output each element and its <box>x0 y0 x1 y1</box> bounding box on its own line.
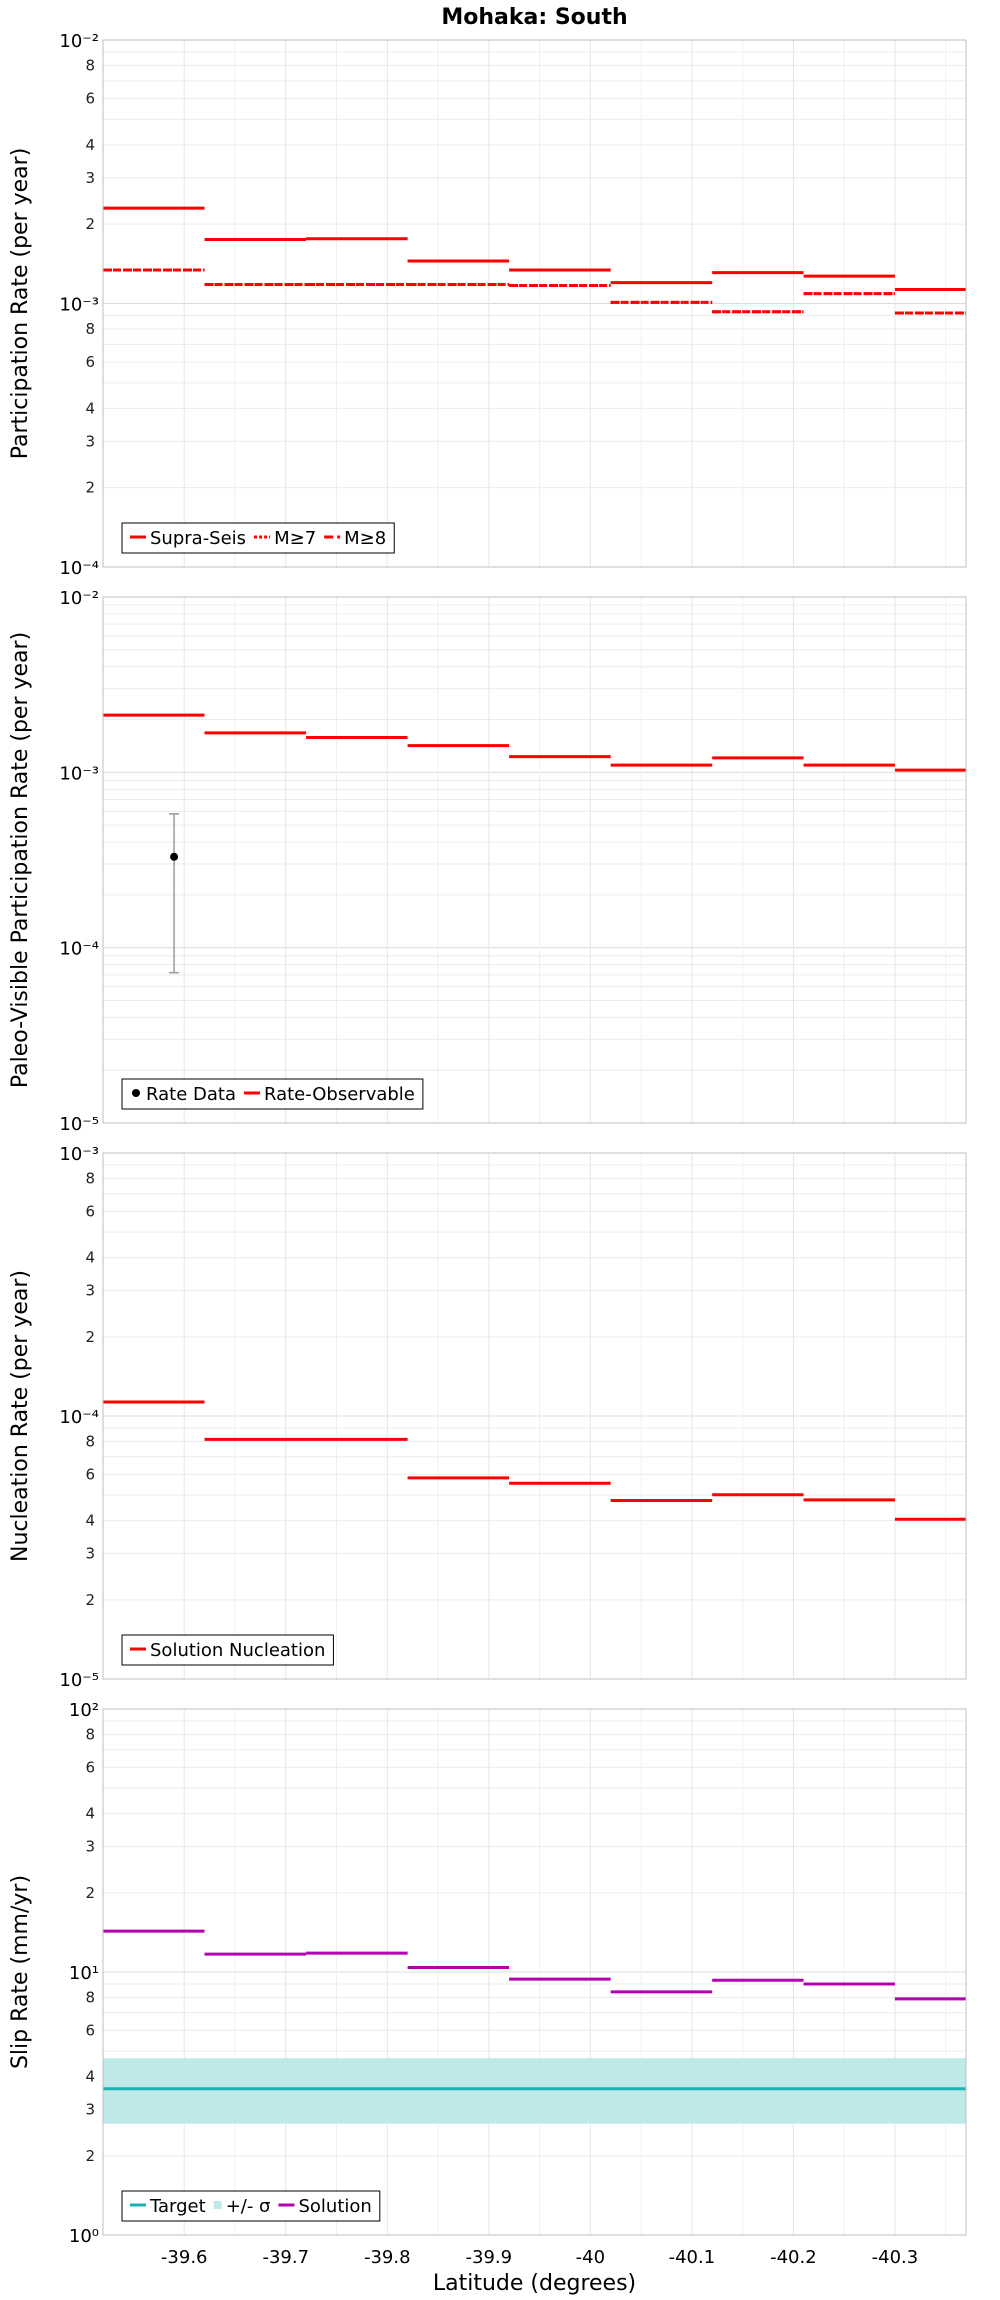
plot-frame <box>102 1152 967 1680</box>
x-axis-label: Latitude (degrees) <box>433 2271 636 2296</box>
y-tick-label: 10⁻³ <box>59 763 99 784</box>
y-tick-label: 10⁻⁴ <box>59 558 99 579</box>
plot-frame <box>102 39 967 568</box>
y-tick-label: 10⁻³ <box>59 1144 99 1165</box>
y-minor-tick-label: 2 <box>85 1591 95 1609</box>
y-minor-tick-label: 2 <box>85 215 95 233</box>
y-minor-tick-label: 3 <box>85 2101 95 2119</box>
chart-panel-4: 10⁰ 2 3 4 6 8 10¹ 2 3 4 6 8 10² Slip Rate (mm/yr) Targ… <box>8 1700 967 2247</box>
y-minor-tick-label: 6 <box>85 353 95 371</box>
legend-marker <box>213 2201 222 2209</box>
y-minor-tick-label: 2 <box>85 479 95 497</box>
legend: Rate Data Rate-Observable <box>121 1078 424 1110</box>
y-minor-tick-label: 3 <box>85 1545 95 1563</box>
sigma-band <box>103 2058 966 2124</box>
plot-frame <box>102 1708 967 2236</box>
x-tick-label: -39.8 <box>364 2247 411 2268</box>
legend-box <box>121 522 395 554</box>
y-tick-label: 10⁻⁵ <box>59 1670 99 1691</box>
legend-box <box>121 1634 334 1666</box>
legend: Supra-Seis M≥7 M≥8 <box>121 522 395 554</box>
y-minor-tick-label: 6 <box>85 1758 95 1776</box>
legend-box <box>121 2190 381 2222</box>
y-minor-tick-label: 2 <box>85 1884 95 1902</box>
chart-panel-3: 10⁻⁵ 2 3 4 6 8 10⁻⁴ 2 3 4 6 8 10⁻³ Nucleation Rate (p… <box>8 1144 967 1691</box>
y-minor-tick-label: 4 <box>85 1805 95 1823</box>
y-minor-tick-label: 8 <box>85 57 95 75</box>
y-minor-tick-label: 8 <box>85 1725 95 1743</box>
y-tick-label: 10⁻² <box>59 588 99 609</box>
y-minor-tick-label: 3 <box>85 432 95 450</box>
chart-panel-1: 10⁻⁴ 2 3 4 6 8 10⁻³ 2 3 4 6 8 10⁻² Participation Rate… <box>8 5 967 579</box>
y-axis-label: Participation Rate (per year) <box>8 148 33 460</box>
y-minor-tick-label: 2 <box>85 2147 95 2165</box>
y-axis-label: Nucleation Rate (per year) <box>8 1270 33 1562</box>
legend-label: Supra-Seis <box>150 528 246 549</box>
chart-panel-2: 10⁻⁵ 10⁻⁴ 10⁻³ 10⁻² Paleo-Visible Participat… <box>8 588 967 1135</box>
legend: Target +/- σ Solution <box>121 2190 381 2222</box>
x-tick-label: -39.9 <box>466 2247 513 2268</box>
x-tick-label: -40.2 <box>770 2247 817 2268</box>
y-minor-tick-label: 8 <box>85 320 95 338</box>
y-tick-label: 10⁻² <box>59 31 99 52</box>
x-tick-label: -40 <box>576 2247 605 2268</box>
legend-label: Target <box>149 2196 206 2217</box>
y-minor-tick-label: 6 <box>85 89 95 107</box>
chart-title: Mohaka: South <box>441 5 627 30</box>
legend-label: Rate-Observable <box>264 1084 415 1105</box>
y-tick-label: 10⁻³ <box>59 295 99 316</box>
x-tick-label: -40.3 <box>872 2247 919 2268</box>
data-point <box>170 852 179 861</box>
y-minor-tick-label: 3 <box>85 1838 95 1856</box>
plot-area <box>103 597 966 1123</box>
x-tick-label: -40.1 <box>669 2247 716 2268</box>
legend: Solution Nucleation <box>121 1634 334 1666</box>
y-minor-tick-label: 4 <box>85 399 95 417</box>
y-minor-tick-label: 6 <box>85 1465 95 1483</box>
y-tick-label: 10⁻⁵ <box>59 1114 99 1135</box>
legend-box <box>121 1078 424 1110</box>
x-tick-label: -39.6 <box>161 2247 208 2268</box>
y-minor-tick-label: 8 <box>85 1432 95 1450</box>
y-tick-label: 10⁻⁴ <box>59 1407 99 1428</box>
y-minor-tick-label: 8 <box>85 1169 95 1187</box>
y-tick-label: 10⁰ <box>69 2226 99 2247</box>
y-tick-label: 10⁻⁴ <box>59 939 99 960</box>
legend-label: Rate Data <box>146 1084 236 1105</box>
y-minor-tick-label: 8 <box>85 1988 95 2006</box>
y-minor-tick-label: 2 <box>85 1328 95 1346</box>
y-axis-label: Paleo-Visible Participation Rate (per ye… <box>8 632 33 1088</box>
y-minor-tick-label: 3 <box>85 1282 95 1300</box>
y-minor-tick-label: 4 <box>85 136 95 154</box>
x-tick-label: -39.7 <box>262 2247 309 2268</box>
y-axis-label: Slip Rate (mm/yr) <box>8 1875 33 2069</box>
y-minor-tick-label: 3 <box>85 169 95 187</box>
y-tick-label: 10² <box>69 1700 99 1721</box>
legend-label: M≥7 <box>274 528 316 549</box>
legend-marker <box>132 1089 140 1097</box>
y-minor-tick-label: 4 <box>85 1512 95 1530</box>
legend-label: Solution Nucleation <box>150 1640 325 1661</box>
y-minor-tick-label: 4 <box>85 1249 95 1267</box>
legend-label: Solution <box>298 2196 371 2217</box>
legend-label: M≥8 <box>344 528 386 549</box>
y-tick-label: 10¹ <box>69 1963 99 1984</box>
legend-label: +/- σ <box>226 2196 271 2217</box>
y-minor-tick-label: 6 <box>85 2021 95 2039</box>
y-minor-tick-label: 4 <box>85 2068 95 2086</box>
plot-frame <box>102 596 967 1124</box>
y-minor-tick-label: 6 <box>85 1202 95 1220</box>
